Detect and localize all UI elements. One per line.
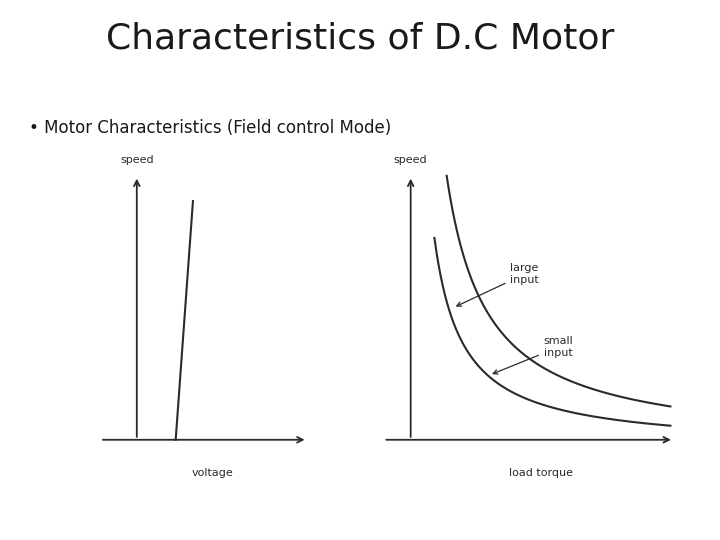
Text: Characteristics of D.C Motor: Characteristics of D.C Motor: [106, 22, 614, 56]
Text: load torque: load torque: [509, 468, 572, 478]
Text: speed: speed: [394, 154, 428, 165]
Text: large
input: large input: [456, 264, 539, 306]
Text: small
input: small input: [493, 336, 574, 374]
Text: voltage: voltage: [192, 468, 233, 478]
Text: • Motor Characteristics (Field control Mode): • Motor Characteristics (Field control M…: [29, 119, 391, 137]
Text: speed: speed: [120, 154, 153, 165]
